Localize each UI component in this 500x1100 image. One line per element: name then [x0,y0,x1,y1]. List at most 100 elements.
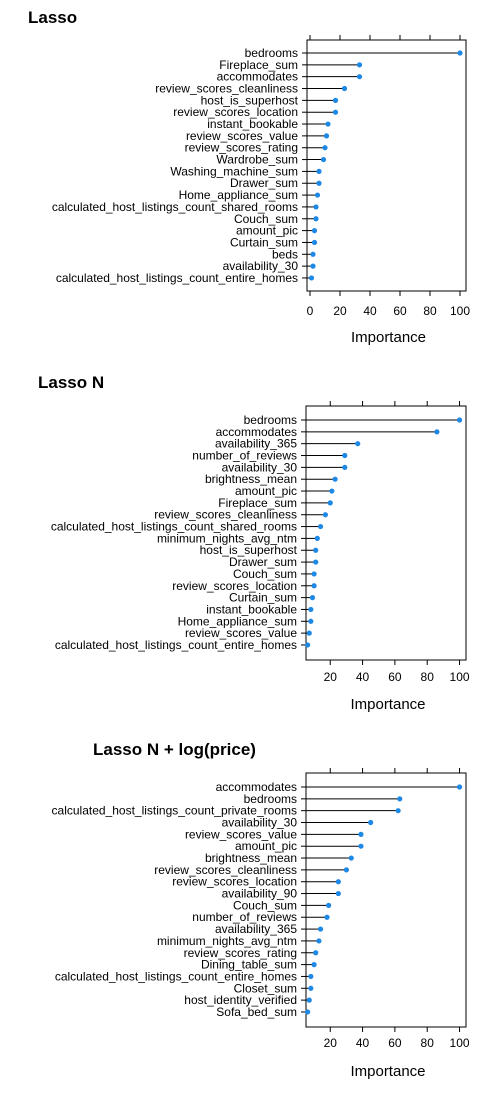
x-axis-label: Importance [350,696,425,713]
category-label: calculated_host_listings_count_entire_ho… [55,969,297,983]
importance-point [329,488,335,494]
x-tick-label: 40 [356,670,370,684]
importance-point [342,452,348,459]
importance-point [305,1009,311,1015]
importance-point [311,571,317,577]
importance-point [348,855,354,861]
x-axis-label: Importance [351,329,426,346]
importance-point [335,890,341,897]
importance-point [332,109,339,115]
x-tick-label: 100 [450,1036,470,1050]
importance-point [335,879,341,885]
category-label: Drawer_sum [230,176,298,190]
category-label: amount_pic [235,484,297,498]
importance-point [306,630,312,636]
importance-point [358,843,364,849]
category-label: beds [272,247,298,261]
importance-point [308,618,314,624]
category-label: review_scores_cleanliness [154,508,297,522]
category-label: accommodates [216,425,297,439]
category-label: minimum_nights_avg_ntm [157,531,297,545]
category-label: host_identity_verified [184,993,297,1007]
importance-point [308,985,314,991]
importance-point [434,429,440,435]
importance-point [314,192,321,198]
importance-point [311,239,318,246]
category-label: host_is_superhost [201,93,299,107]
x-tick-label: 60 [388,1036,402,1050]
importance-point [457,50,463,56]
category-label: review_scores_location [173,105,298,119]
importance-point [313,559,319,565]
x-tick-label: 80 [421,1036,435,1050]
importance-point [305,642,311,648]
x-tick-label: 20 [333,304,347,318]
importance-point [316,180,322,186]
importance-point [308,973,314,980]
category-label: Curtain_sum [229,591,297,605]
chart-panel: Lasso 0 20 40 60 80 100 bedroomsFireplace_sumac… [28,8,470,346]
importance-point [332,97,339,103]
category-label: accommodates [216,780,297,794]
x-tick-label: 20 [324,1036,338,1050]
x-tick-label: 80 [423,304,437,318]
category-label: calculated_host_listings_count_shared_ro… [52,200,298,214]
category-label: review_scores_value [185,626,297,640]
category-label: Fireplace_sum [218,496,297,510]
category-label: review_scores_cleanliness [155,82,298,96]
category-label: availability_365 [215,922,297,936]
category-label: Couch_sum [234,212,298,226]
importance-point [342,464,348,470]
importance-point [306,997,312,1003]
category-label: availability_30 [222,460,298,474]
category-label: amount_pic [236,224,298,238]
importance-point [316,168,322,174]
category-label: number_of_reviews [192,449,297,463]
category-label: minimum_nights_avg_ntm [157,934,297,948]
x-tick-label: 60 [393,304,407,318]
importance-point [310,251,316,257]
importance-point [313,204,319,210]
category-label: Couch_sum [233,898,297,912]
importance-point [317,926,324,932]
importance-point [456,417,463,423]
category-label: availability_365 [215,437,297,451]
category-label: review_scores_rating [185,141,298,155]
category-label: bedrooms [244,413,297,427]
chart-title: Lasso N + log(price) [93,740,256,759]
category-label: number_of_reviews [192,910,297,924]
x-tick-label: 100 [450,670,470,684]
importance-point [317,523,324,530]
importance-point [313,547,319,553]
category-label: bedrooms [244,792,297,806]
importance-point [356,74,363,80]
category-label: Sofa_bed_sum [216,1005,297,1019]
importance-point [322,145,328,151]
category-label: Home_appliance_sum [179,188,298,202]
category-label: review_scores_value [185,827,297,841]
category-label: calculated_host_listings_count_entire_ho… [56,271,298,285]
importance-point [343,867,350,873]
importance-point [323,133,330,139]
x-tick-label: 80 [421,670,435,684]
category-label: review_scores_value [186,129,298,143]
importance-point [341,85,348,92]
plot-frame [305,772,467,1028]
category-label: Fireplace_sum [219,58,298,72]
importance-point [310,263,316,269]
importance-point [311,228,318,234]
importance-point [320,156,327,163]
importance-point [397,796,403,802]
x-tick-label: 40 [363,304,377,318]
category-label: review_scores_cleanliness [154,863,297,877]
category-label: brightness_mean [205,851,297,865]
importance-point [308,606,314,613]
importance-point [314,535,320,542]
plot-frame [305,405,467,661]
category-label: accommodates [217,70,298,84]
importance-point [313,950,319,956]
category-label: instant_bookable [206,602,297,616]
chart-title: Lasso [28,8,77,27]
importance-point [311,583,317,589]
category-label: review_scores_location [172,875,297,889]
